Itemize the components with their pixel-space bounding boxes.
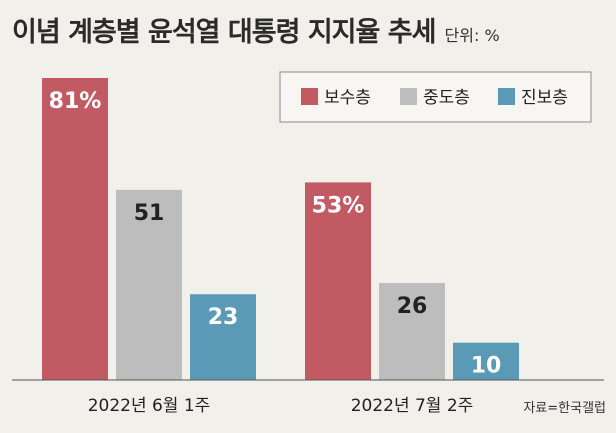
source-label: 자료=한국갤럽 (523, 401, 606, 416)
bar-label-중도층-2: 26 (397, 294, 428, 319)
legend-swatch-중도층 (400, 88, 417, 105)
legend-label-보수층: 보수층 (324, 88, 371, 108)
bar-진보층-1 (190, 294, 256, 380)
bar-중도층-2 (379, 283, 445, 380)
legend-label-진보층: 진보층 (521, 88, 568, 108)
category-label-2: 2022년 7월 2주 (351, 396, 474, 416)
legend-label-중도층: 중도층 (423, 88, 470, 108)
title-area: 이념 계층별 윤석열 대통령 지지율 추세 단위: % (12, 10, 500, 49)
legend: 보수층 중도층 진보층 (279, 71, 592, 123)
bar-진보층-2 (453, 342, 519, 380)
bar-label-진보층-1: 23 (208, 305, 239, 330)
bars-group: 81% 51 23 53% 26 10 (42, 78, 519, 380)
bar-중도층-1 (116, 189, 182, 380)
unit-label: 단위: % (444, 26, 500, 45)
category-label-1: 2022년 6월 1주 (88, 396, 211, 416)
bar-보수층-2 (305, 182, 371, 380)
bar-label-진보층-2: 10 (471, 354, 502, 379)
legend-swatch-진보층 (498, 88, 515, 105)
bar-label-중도층-1: 51 (134, 201, 165, 226)
bar-보수층-1 (42, 78, 108, 380)
legend-swatch-보수층 (301, 88, 318, 105)
chart-title: 이념 계층별 윤석열 대통령 지지율 추세 (12, 17, 436, 48)
bar-label-보수층-2: 53% (312, 193, 365, 218)
legend-box (279, 71, 592, 123)
category-labels: 2022년 6월 1주 2022년 7월 2주 (88, 396, 474, 416)
bar-label-보수층-1: 81% (49, 89, 102, 114)
